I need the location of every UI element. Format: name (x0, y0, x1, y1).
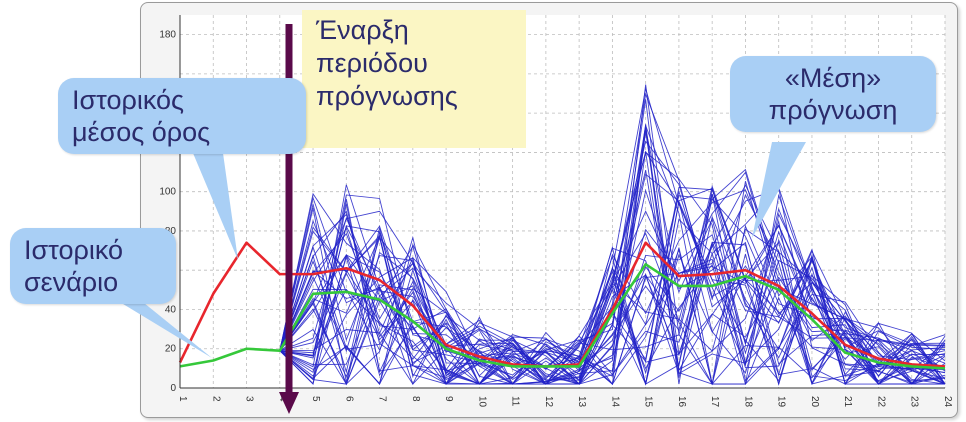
ensemble-line (279, 123, 946, 385)
ensemble-line (279, 124, 946, 385)
x-tick-label: 6 (343, 396, 354, 402)
forecast-start-line1: Έναρξη (316, 15, 409, 45)
mean-forecast-line (179, 263, 946, 370)
mean-forecast-line1: «Μέση» (784, 63, 882, 93)
x-tick-label: 22 (875, 396, 886, 408)
historical-mean-line2: μέσος όρος (72, 117, 211, 147)
forecast-start-line3: πρόγνωσης (316, 81, 458, 111)
x-tick-label: 8 (410, 396, 421, 402)
ensemble-line (279, 187, 946, 386)
y-tick-label: 0 (170, 383, 176, 394)
x-tick-label: 9 (443, 396, 454, 402)
historical-scenario-line1: Ιστορικό (24, 235, 124, 265)
y-tick-label: 20 (165, 344, 177, 355)
x-tick-label: 14 (609, 396, 620, 408)
x-tick-label: 20 (809, 396, 820, 408)
x-tick-label: 17 (709, 396, 720, 408)
x-tick-label: 21 (842, 396, 853, 408)
y-tick-label: 180 (159, 30, 176, 41)
x-tick-label: 11 (510, 396, 521, 407)
y-tick-label: 100 (159, 187, 176, 198)
mean-forecast-callout: «Μέση» πρόγνωση (730, 56, 936, 132)
x-tick-label: 13 (576, 396, 587, 408)
historical-scenario-pointer (100, 290, 212, 358)
x-tick-label: 3 (244, 396, 255, 402)
ensemble-line (279, 189, 946, 385)
x-tick-label: 2 (210, 396, 221, 402)
x-tick-label: 7 (377, 396, 388, 402)
forecast-start-note: Έναρξη περιόδου πρόγνωσης (302, 10, 526, 148)
mean-forecast-pointer (752, 142, 806, 238)
x-tick-label: 18 (742, 396, 753, 408)
ensemble-lines (279, 84, 946, 386)
ensemble-line (279, 151, 946, 385)
x-tick-label: 5 (310, 396, 321, 402)
ensemble-line (279, 131, 946, 385)
forecast-start-arrowhead (279, 392, 299, 414)
x-tick-label: 24 (942, 396, 953, 408)
ensemble-line (279, 224, 946, 386)
ensemble-line (279, 201, 946, 385)
historical-scenario-line2: σενάριο (24, 267, 119, 297)
historical-mean-line1: Ιστορικός (72, 85, 185, 115)
historical-scenario-callout: Ιστορικό σενάριο (10, 228, 176, 304)
x-tick-label: 10 (476, 396, 487, 408)
x-tick-label: 1 (177, 396, 188, 402)
x-tick-label: 16 (676, 396, 687, 408)
mean-forecast-line2: πρόγνωση (768, 95, 898, 125)
x-tick-label: 15 (643, 396, 654, 408)
x-tick-label: 23 (909, 396, 920, 408)
ensemble-line (279, 219, 946, 385)
historical-mean-callout: Ιστορικός μέσος όρος (58, 78, 306, 154)
x-tick-label: 12 (543, 396, 554, 408)
historical-mean-pointer (190, 146, 238, 260)
ensemble-line (279, 207, 946, 385)
x-tick-label: 19 (776, 396, 787, 408)
forecast-start-line2: περιόδου (316, 48, 428, 78)
y-tick-label: 40 (165, 304, 177, 315)
callout-pointers (100, 24, 806, 414)
series-lines (178, 241, 946, 370)
ensemble-line (279, 128, 946, 385)
ensemble-line (279, 184, 946, 385)
ensemble-line (279, 254, 946, 385)
ensemble-line (279, 171, 946, 385)
